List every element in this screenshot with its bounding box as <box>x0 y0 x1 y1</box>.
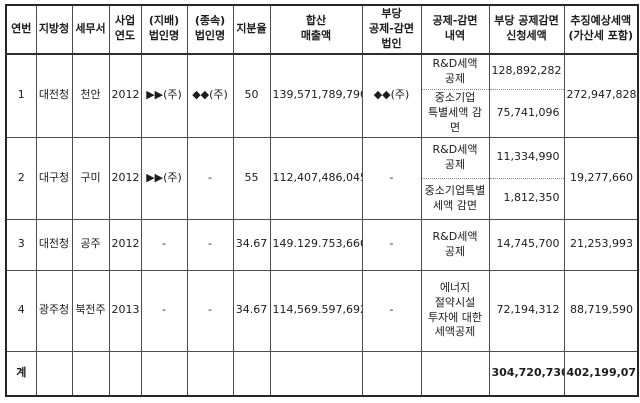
cell-deduction-detail: 에너지 절약시설 투자에 대한 세액공제 <box>420 269 490 352</box>
header-parent-corp: (지배) 법인명 <box>140 4 188 55</box>
header-combined-sales: 합산 매출액 <box>269 4 363 55</box>
cell-empty <box>186 350 234 397</box>
cell-subsidiary-corp: ◆◆(주) <box>186 53 234 138</box>
cell-empty <box>35 350 73 397</box>
table-subrow: 중소기업 특별세액 감면 75,741,096 <box>6 89 638 138</box>
cell-empty <box>269 350 363 397</box>
header-estimated-amount: 추징예상세액 (가산세 포함) <box>563 4 639 55</box>
header-improper-corp: 부당 공제-감면 법인 <box>361 4 422 55</box>
cell-claimed-amount: 75,741,096 <box>488 89 565 138</box>
cell-combined-sales: 114,569.597,692 <box>269 269 363 352</box>
cell-serial: 1 <box>5 53 37 138</box>
cell-empty <box>140 350 188 397</box>
cell-share-ratio: 34.67 <box>232 269 271 352</box>
header-regional-office: 지방청 <box>35 4 73 55</box>
header-business-year: 사업 연도 <box>108 4 142 55</box>
cell-serial: 4 <box>5 269 37 352</box>
cell-claimed-amount: 72,194,312 <box>488 269 565 352</box>
cell-estimated-total: 402,199,071 <box>563 350 639 397</box>
cell-improper-corp: - <box>361 269 422 352</box>
cell-deduction-detail: 중소기업 특별세액 감면 <box>420 89 490 138</box>
cell-regional-office: 광주청 <box>35 269 73 352</box>
cell-empty <box>71 350 110 397</box>
cell-share-ratio: 34.67 <box>232 218 271 271</box>
cell-regional-office: 대구청 <box>35 136 73 220</box>
cell-business-year: 2012 <box>108 136 142 220</box>
table-row: 2 대구청 구미 2012 ▶▶(주) - 55 112,407,486,045… <box>5 136 639 220</box>
cell-estimated-amount: 21,253,993 <box>563 218 639 271</box>
cell-deduction-detail: 중소기업특별 세액 감면 <box>420 177 490 220</box>
cell-claimed-amount: 1,812,350 <box>488 177 565 220</box>
cell-improper-corp: ◆◆(주) <box>361 53 422 138</box>
cell-claimed-amount: 11,334,990 <box>488 136 565 179</box>
cell-empty <box>361 350 422 397</box>
cell-subsidiary-corp: - <box>186 136 234 220</box>
cell-parent-corp: ▶▶(주) <box>140 136 188 220</box>
cell-combined-sales: 139,571,789,790 <box>269 53 363 138</box>
cell-deduction-detail: R&D세액 공제 <box>420 218 490 271</box>
cell-parent-corp: - <box>140 269 188 352</box>
header-deduction-detail: 공제-감면 내역 <box>420 4 490 55</box>
cell-regional-office: 대전청 <box>35 218 73 271</box>
cell-business-year: 2013 <box>108 269 142 352</box>
cell-deduction-detail: R&D세액 공제 <box>420 136 490 179</box>
total-row: 계 304,720,730 402,199,071 <box>5 350 639 397</box>
cell-deduction-detail: R&D세액 공제 <box>420 53 490 91</box>
cell-total-label: 계 <box>5 350 37 397</box>
cell-parent-corp: ▶▶(주) <box>140 53 188 138</box>
table-row: 3 대전청 공주 2012 - - 34.67 149.129.753,660 … <box>5 218 639 271</box>
cell-improper-corp: - <box>361 136 422 220</box>
cell-improper-corp: - <box>361 218 422 271</box>
table-row: 1 대전청 천안 2012 ▶▶(주) ◆◆(주) 50 139,571,789… <box>5 53 639 138</box>
cell-parent-corp: - <box>140 218 188 271</box>
cell-tax-office: 천안 <box>71 53 110 138</box>
header-tax-office: 세무서 <box>71 4 110 55</box>
cell-estimated-amount: 19,277,660 <box>563 136 639 220</box>
cell-share-ratio: 55 <box>232 136 271 220</box>
header-subsidiary-corp: (종속) 법인명 <box>186 4 234 55</box>
table-row: 4 광주청 북전주 2013 - - 34.67 114,569.597,692… <box>5 269 639 352</box>
cell-claimed-amount: 128,892,282 <box>488 53 565 91</box>
cell-tax-office: 구미 <box>71 136 110 220</box>
cell-business-year: 2012 <box>108 218 142 271</box>
cell-regional-office: 대전청 <box>35 53 73 138</box>
cell-tax-office: 공주 <box>71 218 110 271</box>
cell-claimed-total: 304,720,730 <box>488 350 565 397</box>
cell-share-ratio: 50 <box>232 53 271 138</box>
cell-combined-sales: 112,407,486,045 <box>269 136 363 220</box>
cell-empty <box>232 350 271 397</box>
cell-subsidiary-corp: - <box>186 269 234 352</box>
cell-claimed-amount: 14,745,700 <box>488 218 565 271</box>
cell-tax-office: 북전주 <box>71 269 110 352</box>
table-header-row: 연번 지방청 세무서 사업 연도 (지배) 법인명 (종속) 법인명 지분율 합… <box>5 4 639 55</box>
header-claimed-amount: 부당 공제감면 신청세액 <box>488 4 565 55</box>
cell-empty <box>108 350 142 397</box>
cell-estimated-amount: 88,719,590 <box>563 269 639 352</box>
cell-combined-sales: 149.129.753,660 <box>269 218 363 271</box>
cell-subsidiary-corp: - <box>186 218 234 271</box>
cell-serial: 3 <box>5 218 37 271</box>
tax-deduction-table: 연번 지방청 세무서 사업 연도 (지배) 법인명 (종속) 법인명 지분율 합… <box>5 4 639 398</box>
cell-business-year: 2012 <box>108 53 142 138</box>
cell-empty <box>420 350 490 397</box>
cell-estimated-amount: 272,947,828 <box>563 53 639 138</box>
header-serial: 연번 <box>5 4 37 55</box>
header-share-ratio: 지분율 <box>232 4 271 55</box>
cell-serial: 2 <box>5 136 37 220</box>
